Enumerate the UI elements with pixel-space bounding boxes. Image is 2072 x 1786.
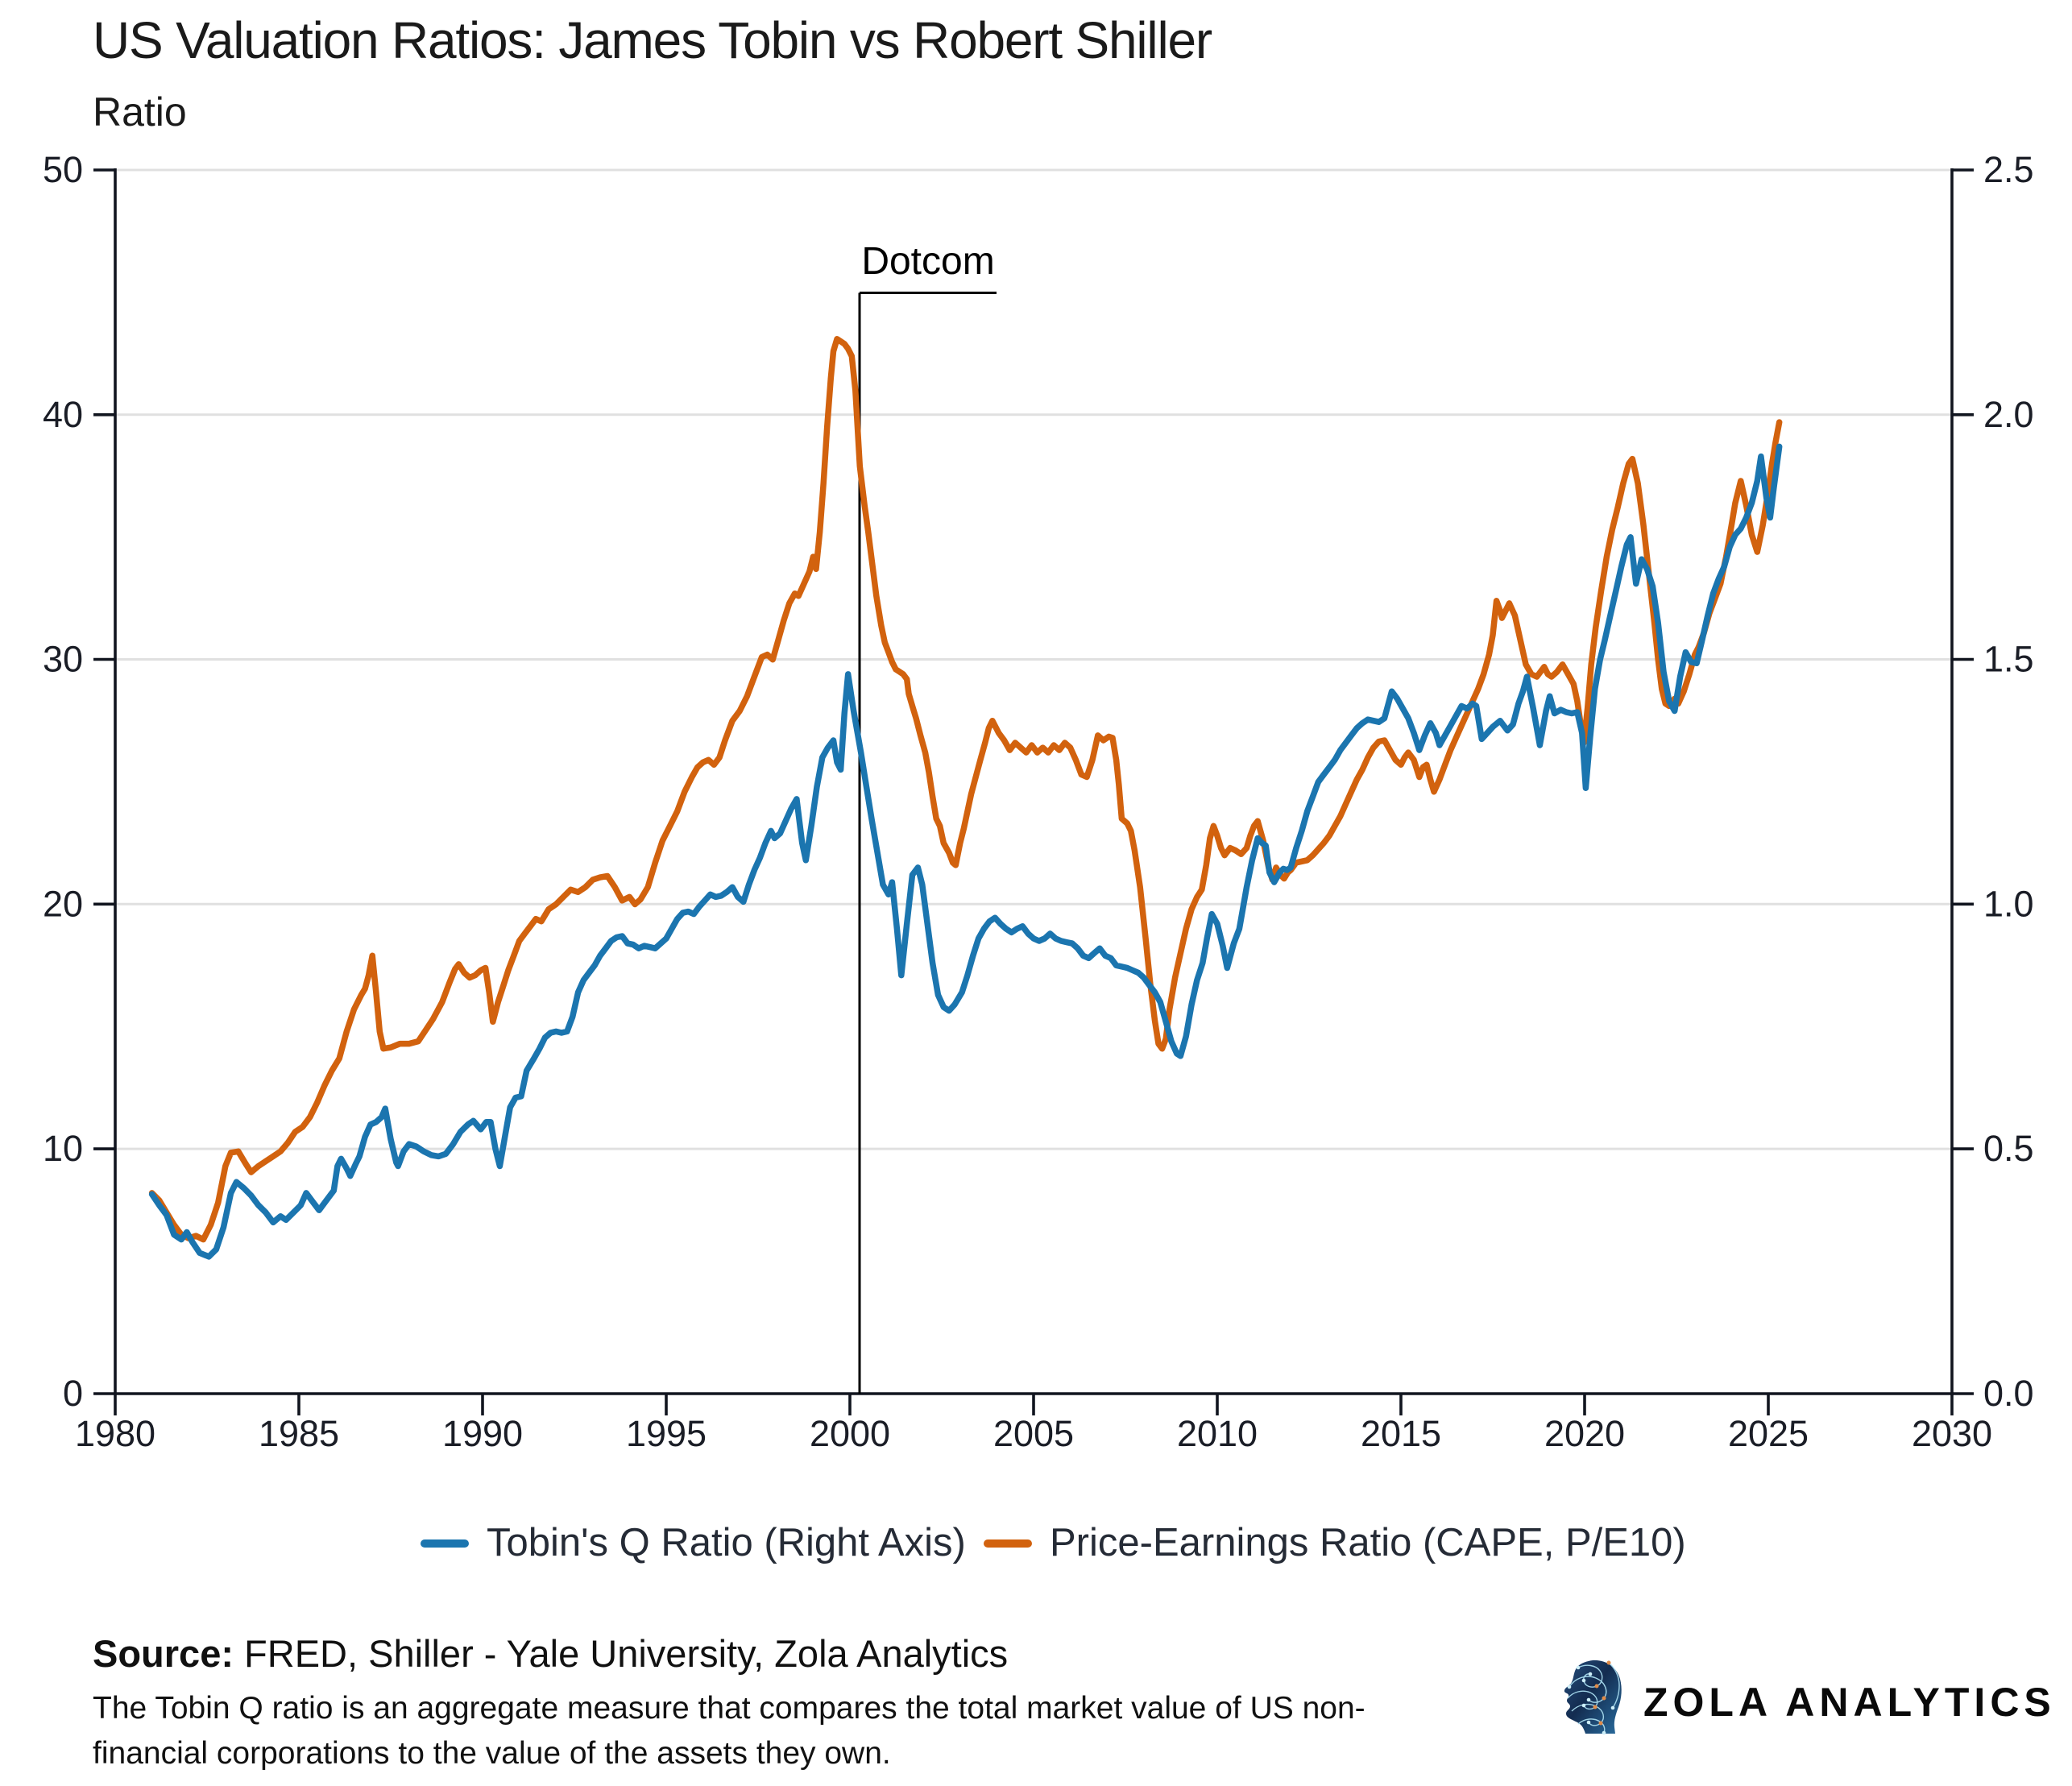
svg-text:30: 30 xyxy=(43,639,83,680)
svg-text:2015: 2015 xyxy=(1361,1413,1441,1454)
svg-text:1.0: 1.0 xyxy=(1983,883,2034,924)
svg-text:Price-Earnings Ratio (CAPE, P/: Price-Earnings Ratio (CAPE, P/E10) xyxy=(1050,1521,1686,1564)
svg-text:ZOLA ANALYTICS: ZOLA ANALYTICS xyxy=(1643,1680,2056,1725)
svg-text:financial corporations to the: financial corporations to the value of t… xyxy=(93,1736,891,1771)
svg-text:The Tobin Q ratio is an aggreg: The Tobin Q ratio is an aggregate measur… xyxy=(93,1691,1365,1726)
svg-text:1.5: 1.5 xyxy=(1983,639,2034,680)
svg-text:50: 50 xyxy=(43,149,83,190)
svg-text:2025: 2025 xyxy=(1728,1413,1809,1454)
svg-text:2030: 2030 xyxy=(1912,1413,1992,1454)
svg-text:2.5: 2.5 xyxy=(1983,149,2034,190)
svg-text:1985: 1985 xyxy=(259,1413,339,1454)
svg-text:0.5: 0.5 xyxy=(1983,1128,2034,1169)
svg-text:40: 40 xyxy=(43,394,83,435)
svg-text:Ratio: Ratio xyxy=(93,89,187,135)
svg-text:2020: 2020 xyxy=(1544,1413,1625,1454)
svg-text:Source: FRED, Shiller - Yale U: Source: FRED, Shiller - Yale University,… xyxy=(93,1632,1008,1675)
svg-text:10: 10 xyxy=(43,1128,83,1169)
svg-text:0.0: 0.0 xyxy=(1983,1373,2034,1414)
svg-text:1980: 1980 xyxy=(75,1413,155,1454)
svg-text:1995: 1995 xyxy=(626,1413,707,1454)
svg-text:US Valuation Ratios: James Tob: US Valuation Ratios: James Tobin vs Robe… xyxy=(93,11,1212,69)
svg-text:Tobin's Q Ratio (Right Axis): Tobin's Q Ratio (Right Axis) xyxy=(487,1521,966,1564)
svg-text:2000: 2000 xyxy=(810,1413,890,1454)
svg-text:1990: 1990 xyxy=(442,1413,523,1454)
svg-text:0: 0 xyxy=(63,1373,83,1414)
svg-text:20: 20 xyxy=(43,883,83,924)
svg-text:2005: 2005 xyxy=(993,1413,1074,1454)
svg-text:2010: 2010 xyxy=(1177,1413,1258,1454)
svg-text:Dotcom: Dotcom xyxy=(861,240,994,283)
svg-text:2.0: 2.0 xyxy=(1983,394,2034,435)
